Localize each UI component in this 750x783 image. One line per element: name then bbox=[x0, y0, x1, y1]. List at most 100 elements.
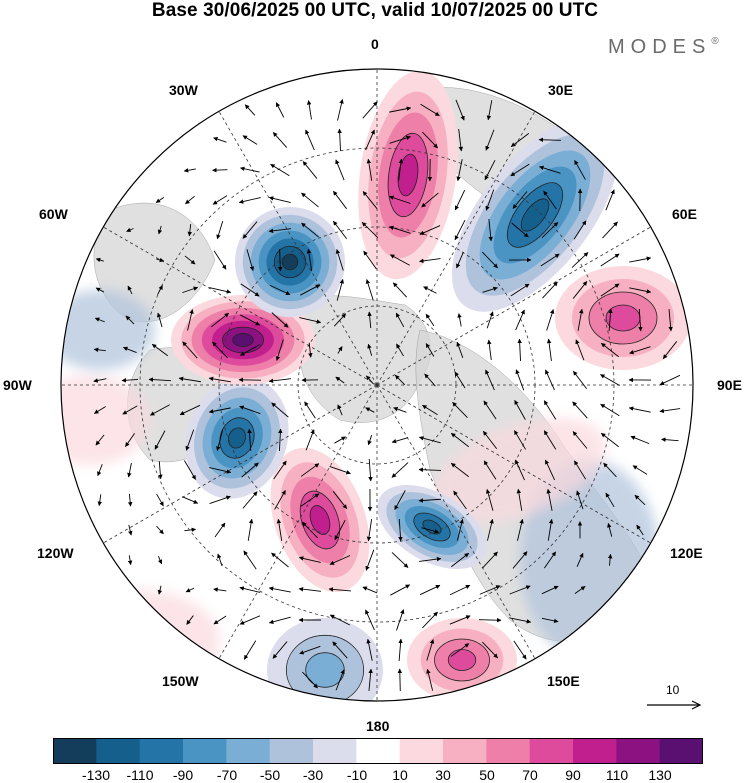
wind-arrow bbox=[418, 436, 441, 444]
wind-arrow bbox=[541, 222, 559, 238]
wind-arrow bbox=[368, 458, 373, 482]
wind-arrow bbox=[513, 640, 527, 660]
wind-arrow bbox=[122, 346, 137, 353]
wind-arrow bbox=[572, 431, 588, 449]
wind-arrow bbox=[329, 614, 350, 626]
wind-arrow bbox=[127, 462, 132, 478]
wind-arrow bbox=[487, 518, 494, 541]
wind-arrow bbox=[511, 222, 529, 238]
wind-arrow bbox=[158, 461, 163, 480]
wind-arrow bbox=[574, 160, 586, 180]
wind-arrow bbox=[600, 342, 619, 358]
wind-arrow bbox=[541, 617, 559, 624]
wind-arrow bbox=[154, 430, 166, 450]
wind-arrow bbox=[93, 347, 106, 353]
colorbar-tick: 30 bbox=[435, 767, 451, 783]
colorbar-frame bbox=[53, 738, 703, 764]
wind-arrow bbox=[151, 343, 169, 357]
wind-arrow bbox=[278, 428, 283, 452]
wind-arrow bbox=[333, 313, 347, 327]
wind-arrow bbox=[394, 490, 406, 511]
map-boundary bbox=[60, 68, 694, 702]
wind-arrow bbox=[182, 496, 199, 504]
wind-arrow bbox=[209, 495, 231, 504]
wind-arrow bbox=[516, 488, 523, 511]
positive-anomaly-0lon bbox=[397, 153, 419, 197]
wind-arrow bbox=[95, 257, 104, 263]
registered-mark: ® bbox=[711, 36, 719, 47]
wind-arrow bbox=[458, 129, 464, 152]
wind-arrow bbox=[543, 551, 557, 569]
wind-arrow bbox=[335, 669, 345, 691]
map-title: Base 30/06/2025 00 UTC, valid 10/07/2025… bbox=[151, 0, 599, 21]
wind-arrow bbox=[483, 460, 497, 480]
wind-arrow bbox=[299, 645, 321, 655]
wind-arrow bbox=[149, 404, 170, 416]
wind-arrow bbox=[300, 284, 321, 296]
wind-arrow bbox=[182, 286, 199, 294]
wind-arrow bbox=[600, 283, 620, 297]
wind-arrow bbox=[335, 376, 345, 384]
wind-arrow bbox=[337, 98, 344, 121]
wind-arrow bbox=[367, 311, 372, 329]
wind-arrow bbox=[425, 313, 435, 327]
wind-arrow bbox=[306, 248, 313, 271]
wind-arrow bbox=[300, 493, 320, 507]
wind-arrow bbox=[634, 494, 646, 506]
colorbar-cell bbox=[616, 738, 661, 764]
wind-arrow bbox=[156, 312, 163, 328]
wind-arrow bbox=[213, 250, 227, 270]
wind-arrow bbox=[337, 404, 343, 416]
wind-arrow bbox=[302, 521, 318, 539]
wind-arrow bbox=[576, 490, 584, 510]
wind-arrow bbox=[362, 586, 378, 594]
wind-arrow bbox=[368, 668, 373, 691]
wind-arrow bbox=[335, 159, 345, 181]
latitude-circle bbox=[297, 305, 457, 465]
wind-arrow bbox=[273, 460, 287, 480]
wind-arrow bbox=[602, 221, 618, 239]
wind-arrow bbox=[213, 136, 227, 143]
wind-arrow bbox=[214, 522, 226, 538]
wind-arrow bbox=[419, 258, 441, 264]
wind-arrow bbox=[452, 401, 468, 418]
wind-arrow bbox=[185, 429, 195, 451]
wind-arrow bbox=[395, 312, 405, 328]
wind-arrow bbox=[212, 167, 228, 173]
wind-arrow bbox=[306, 100, 312, 120]
wind-arrow bbox=[157, 555, 163, 565]
lon-label-30e: 30E bbox=[548, 82, 573, 98]
wind-arrow bbox=[365, 549, 375, 571]
graticule bbox=[61, 69, 693, 701]
wind-arrow bbox=[391, 437, 409, 444]
brand-logo: MODES® bbox=[608, 36, 719, 59]
wind-arrow bbox=[365, 609, 375, 631]
wind-arrow bbox=[629, 287, 652, 294]
wind-arrow bbox=[398, 518, 403, 542]
wind-arrow bbox=[510, 163, 530, 177]
colorbar-tick: -90 bbox=[172, 767, 194, 783]
wind-arrow bbox=[398, 638, 403, 662]
wind-arrow bbox=[275, 339, 284, 361]
wind-arrow bbox=[269, 284, 291, 296]
wind-arrow bbox=[573, 220, 587, 240]
wind-arrow bbox=[178, 376, 201, 383]
wind-arrow bbox=[301, 222, 319, 238]
wind-arrow bbox=[393, 406, 407, 413]
wind-arrow bbox=[365, 279, 374, 301]
wind-arrow bbox=[148, 377, 172, 382]
wind-arrow bbox=[482, 641, 498, 659]
wind-arrow bbox=[418, 498, 442, 503]
wind-arrow bbox=[275, 102, 285, 118]
wind-arrow bbox=[271, 402, 289, 418]
wind-arrow bbox=[419, 584, 441, 596]
wind-arrow bbox=[333, 220, 347, 240]
wind-arrow bbox=[629, 256, 652, 263]
wind-arrow bbox=[451, 552, 470, 568]
wind-arrow bbox=[302, 161, 318, 179]
lon-label-150w: 150W bbox=[162, 673, 199, 689]
wind-arrow bbox=[213, 587, 227, 592]
colorbar-cell bbox=[443, 738, 487, 764]
wind-arrow bbox=[543, 190, 557, 210]
meridian-line bbox=[376, 111, 536, 386]
